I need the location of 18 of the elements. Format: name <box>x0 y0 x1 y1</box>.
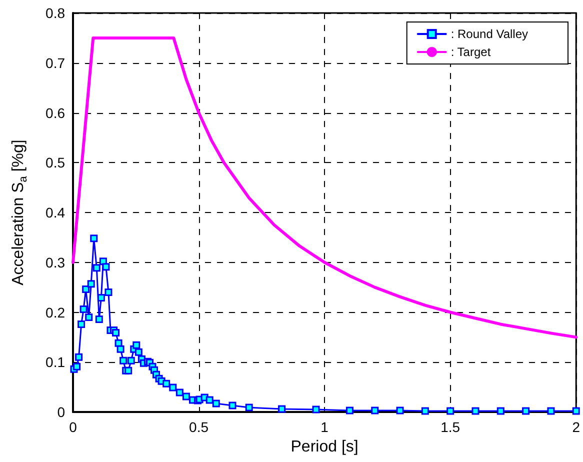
x-tick-label: 1 <box>320 419 329 435</box>
y-tick-label: 0.6 <box>46 104 66 121</box>
y-tick-label: 0.8 <box>46 5 66 21</box>
legend-label: : Target <box>450 45 492 59</box>
x-tick-label: 1.5 <box>440 419 460 435</box>
legend-label: : Round Valley <box>450 27 528 41</box>
y-tick-label: 0.4 <box>46 204 66 220</box>
y-tick-label: 0.5 <box>46 154 66 171</box>
y-tick-label: 0.2 <box>46 304 66 320</box>
y-tick-label: 0.3 <box>46 254 66 270</box>
x-tick-label: 0.5 <box>189 419 209 435</box>
y-tick-label: 0.1 <box>46 354 66 370</box>
x-tick-label: 2 <box>572 419 580 435</box>
y-tick-label: 0.7 <box>46 54 66 71</box>
y-axis-title: Acceleration Sa [%g] <box>10 140 30 286</box>
x-tick-label: 0 <box>69 419 78 435</box>
y-tick-label: 0 <box>57 404 66 420</box>
x-axis-title: Period [s] <box>290 438 358 456</box>
